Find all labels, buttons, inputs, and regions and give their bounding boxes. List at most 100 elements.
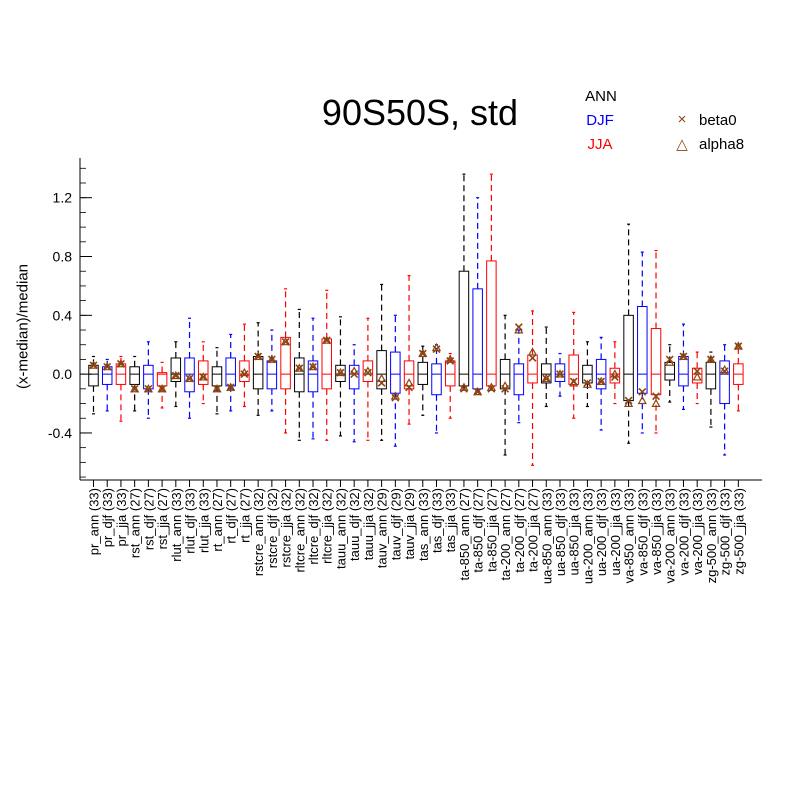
y-tick-label: 0.8 (53, 249, 73, 265)
beta0-marker (267, 355, 276, 364)
alpha8-marker (555, 369, 565, 378)
box (527, 354, 538, 384)
alpha8-marker (267, 354, 277, 363)
x-tick-label: va-850_ann (33) (622, 488, 637, 583)
beta0-marker (377, 378, 386, 387)
beta0-marker (556, 370, 564, 379)
beta0-marker (624, 396, 633, 405)
beta0-marker (446, 356, 455, 365)
beta0-marker (336, 368, 345, 377)
x-tick-label: tauv_ann (29) (375, 488, 390, 568)
legend-season-ann: ANN (585, 88, 617, 105)
box (335, 364, 346, 382)
beta0-marker (158, 384, 167, 393)
box (568, 354, 579, 385)
beta0-marker (528, 353, 537, 362)
beta0-marker (665, 355, 674, 364)
box (376, 350, 387, 390)
alpha8-marker (184, 373, 195, 383)
alpha8-marker (335, 367, 346, 377)
box (129, 366, 140, 385)
beta0-marker (295, 364, 304, 373)
box (691, 367, 703, 384)
beta0-marker (473, 387, 482, 396)
beta0-marker (281, 337, 290, 346)
x-tick-label: rlut_ann (33) (169, 488, 184, 562)
box (294, 357, 305, 393)
beta0-marker (171, 371, 180, 380)
box (541, 363, 552, 384)
alpha8-marker (404, 378, 414, 387)
beta0-marker (144, 384, 153, 393)
x-tick-label: ta-850_ann (27) (457, 488, 472, 581)
box (719, 360, 730, 405)
x-tick-label: pr_jja (33) (114, 488, 129, 547)
x-tick-label: pr_ann (33) (87, 488, 102, 555)
x-tick-label: rlut_jja (33) (196, 488, 211, 553)
x-tick-label: va-200_ann (33) (663, 488, 678, 583)
alpha8-marker (226, 382, 236, 391)
x-tick-label: ua-850_djf (33) (553, 488, 568, 576)
alpha8-marker (198, 372, 208, 381)
x-tick-label: va-850_jja (33) (649, 488, 664, 575)
alpha8-marker (541, 373, 551, 383)
x-tick-label: ta-200_ann (27) (498, 488, 513, 581)
x-tick-label: tauu_ann (32) (333, 488, 348, 569)
alpha8-marker (706, 354, 716, 363)
box (431, 363, 442, 396)
alpha8-marker (171, 370, 181, 380)
beta0-marker (542, 374, 551, 383)
box (170, 357, 182, 382)
beta0-marker (459, 384, 468, 393)
legend-beta0-marker-icon: × (677, 111, 687, 128)
x-tick-label: ta-200_jja (27) (526, 488, 541, 572)
beta0-marker (734, 342, 743, 351)
x-tick-label: rlut_djf (33) (183, 488, 198, 554)
beta0-marker (693, 367, 702, 376)
alpha8-marker (596, 376, 606, 385)
x-tick-label: rst_ann (27) (128, 488, 143, 558)
box (156, 372, 168, 387)
x-tick-label: rt_ann (27) (210, 488, 225, 552)
box (266, 360, 278, 390)
box (623, 314, 634, 402)
beta0-marker (418, 349, 427, 358)
beta0-marker (350, 370, 359, 379)
beta0-marker (638, 387, 647, 396)
x-tick-label: ua-850_ann (33) (539, 488, 554, 584)
beta0-marker (610, 373, 619, 382)
box (211, 366, 223, 387)
y-tick-label: 0.4 (53, 307, 73, 323)
x-tick-label: ua-200_ann (33) (580, 488, 595, 584)
box (348, 364, 360, 390)
box (307, 360, 319, 393)
box (705, 361, 717, 390)
beta0-marker (226, 383, 235, 392)
y-tick-label: -0.4 (48, 425, 72, 441)
box (637, 306, 648, 394)
alpha8-marker (418, 348, 428, 358)
beta0-marker (514, 323, 523, 332)
beta0-marker (309, 362, 317, 371)
alpha8-marker (253, 351, 263, 360)
x-tick-label: ta-200_djf (27) (512, 488, 527, 573)
beta0-marker (501, 384, 510, 393)
alpha8-marker (322, 335, 332, 344)
x-tick-label: rst_jja (27) (155, 488, 170, 549)
beta0-marker (391, 393, 400, 402)
box (678, 355, 689, 387)
box (444, 360, 456, 387)
box (252, 355, 264, 390)
x-tick-label: va-200_djf (33) (676, 488, 691, 575)
x-tick-label: va-850_djf (33) (635, 488, 650, 575)
beta0-marker (597, 377, 606, 386)
x-tick-label: tauv_jja (29) (402, 488, 417, 560)
box (650, 328, 662, 396)
alpha8-marker (143, 384, 153, 393)
x-tick-label: rt_djf (27) (224, 488, 239, 544)
y-tick-label: 0.0 (53, 366, 73, 382)
alpha8-marker (308, 361, 318, 371)
x-tick-label: ua-850_jja (33) (567, 488, 582, 575)
alpha8-marker (88, 360, 99, 369)
